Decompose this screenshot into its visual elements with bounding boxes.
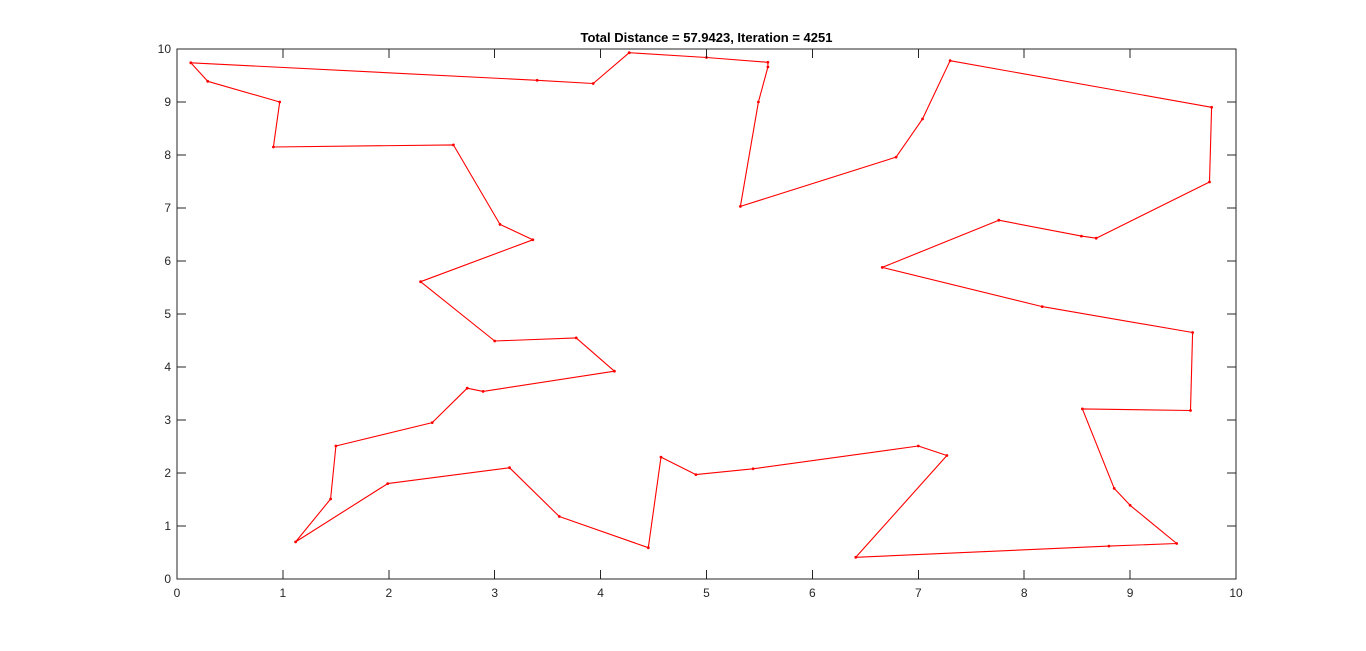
city-point	[757, 100, 760, 104]
axes-box	[176, 48, 1237, 580]
axes-ticks: 0 1 2 3 4 5 6 7 8 9 10 0 1 2 3 4 5 6 7 8 9 10	[158, 42, 1243, 600]
city-point	[206, 79, 210, 83]
city-point	[694, 473, 698, 476]
y-tick-label: 2	[164, 466, 171, 480]
city-point	[329, 497, 332, 501]
city-point	[419, 280, 422, 284]
city-point	[557, 515, 561, 518]
x-tick-label: 0	[174, 586, 181, 600]
x-tick-label: 5	[703, 586, 710, 600]
city-point	[465, 386, 469, 390]
city-point	[535, 78, 539, 82]
y-tick-label: 4	[164, 360, 171, 374]
city-point	[751, 467, 755, 471]
city-point	[531, 238, 535, 242]
city-point	[1040, 305, 1044, 308]
city-point	[921, 117, 924, 121]
city-point	[854, 555, 858, 559]
city-point	[1191, 331, 1194, 334]
city-point	[189, 61, 193, 65]
y-tick-label: 10	[158, 42, 172, 56]
x-tick-label: 3	[491, 586, 498, 600]
city-point	[1081, 407, 1084, 411]
city-point	[294, 540, 297, 544]
city-point	[1094, 236, 1098, 240]
x-tick-label: 4	[597, 586, 604, 600]
city-point	[948, 59, 952, 63]
city-point	[1112, 487, 1116, 490]
city-point	[659, 455, 663, 459]
x-tick-label: 2	[385, 586, 392, 600]
city-point	[739, 205, 742, 208]
city-point	[481, 390, 485, 393]
y-tick-label: 9	[164, 95, 171, 109]
city-point	[997, 218, 1001, 222]
city-point	[452, 143, 455, 147]
city-point	[508, 466, 511, 470]
y-tick-label: 5	[164, 307, 171, 321]
city-point	[1107, 544, 1111, 548]
city-point	[613, 369, 616, 373]
x-tick-label: 8	[1021, 586, 1028, 600]
city-point	[498, 223, 502, 226]
y-tick-label: 3	[164, 413, 171, 427]
city-point	[894, 155, 898, 159]
city-point	[1175, 542, 1179, 545]
city-point	[386, 482, 390, 485]
y-tick-label: 6	[164, 254, 171, 268]
city-point	[1080, 234, 1083, 238]
city-point	[945, 454, 949, 457]
x-tick-label: 9	[1127, 586, 1134, 600]
city-point	[766, 60, 770, 64]
city-point	[430, 421, 434, 424]
city-point	[1208, 180, 1211, 184]
plot-area	[177, 49, 1236, 579]
x-tick-label: 6	[809, 586, 816, 600]
x-tick-label: 10	[1229, 586, 1243, 600]
city-point	[766, 65, 770, 69]
city-point	[880, 266, 884, 269]
city-point	[278, 100, 282, 104]
x-tick-label: 1	[280, 586, 287, 600]
city-point	[646, 546, 650, 550]
city-point	[574, 336, 578, 340]
y-tick-label: 0	[164, 572, 171, 586]
chart-title: Total Distance = 57.9423, Iteration = 42…	[581, 30, 833, 45]
city-point	[1210, 105, 1213, 109]
city-point	[272, 145, 275, 149]
city-point	[627, 51, 631, 55]
city-point	[916, 444, 920, 448]
city-point	[591, 82, 595, 85]
y-tick-label: 8	[164, 148, 171, 162]
route-layer	[189, 51, 1213, 559]
city-point	[493, 339, 497, 343]
y-tick-label: 7	[164, 201, 171, 215]
x-tick-label: 7	[915, 586, 922, 600]
y-tick-label: 1	[164, 519, 171, 533]
city-point	[1189, 409, 1192, 412]
city-point	[334, 444, 338, 448]
city-point	[1128, 503, 1132, 507]
